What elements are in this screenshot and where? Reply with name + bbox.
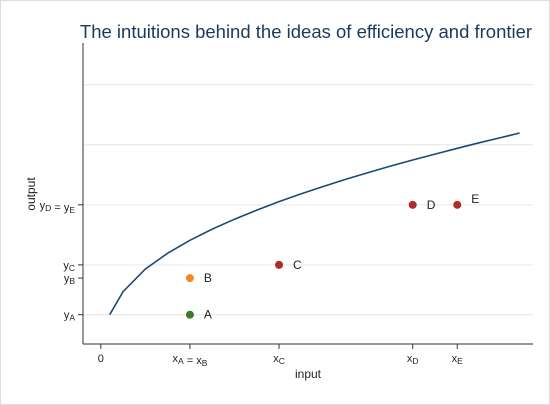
point-label-b: B xyxy=(204,271,212,285)
gridlines xyxy=(83,84,533,316)
chart-title: The intuitions behind the ideas of effic… xyxy=(80,21,532,42)
point-label-c: C xyxy=(293,258,302,272)
point-label-d: D xyxy=(427,198,436,212)
point-d xyxy=(408,200,417,209)
point-label-e: E xyxy=(471,192,479,206)
y-tick-label-1: yB xyxy=(64,273,76,286)
x-tick-label-0: 0 xyxy=(98,353,104,365)
x-tick-label-3: xD xyxy=(407,353,419,366)
frontier-curve xyxy=(109,132,520,316)
x-tick-label-4: xE xyxy=(452,353,464,366)
x-tick-label-1: xA = xB xyxy=(172,353,207,368)
y-tick-label-3: yD = yE xyxy=(40,200,76,215)
y-axis-label: output xyxy=(24,177,38,211)
point-e xyxy=(453,200,462,209)
point-label-a: A xyxy=(204,308,212,322)
data-points: A B C D E xyxy=(185,192,479,322)
point-b xyxy=(185,274,194,283)
point-c xyxy=(275,260,284,269)
axes xyxy=(82,43,533,345)
y-tick-label-0: yA xyxy=(64,310,76,323)
x-tick-label-2: xC xyxy=(273,353,285,366)
point-a xyxy=(185,310,194,319)
y-tick-label-2: yC xyxy=(63,260,75,273)
x-axis-label: input xyxy=(295,367,322,381)
